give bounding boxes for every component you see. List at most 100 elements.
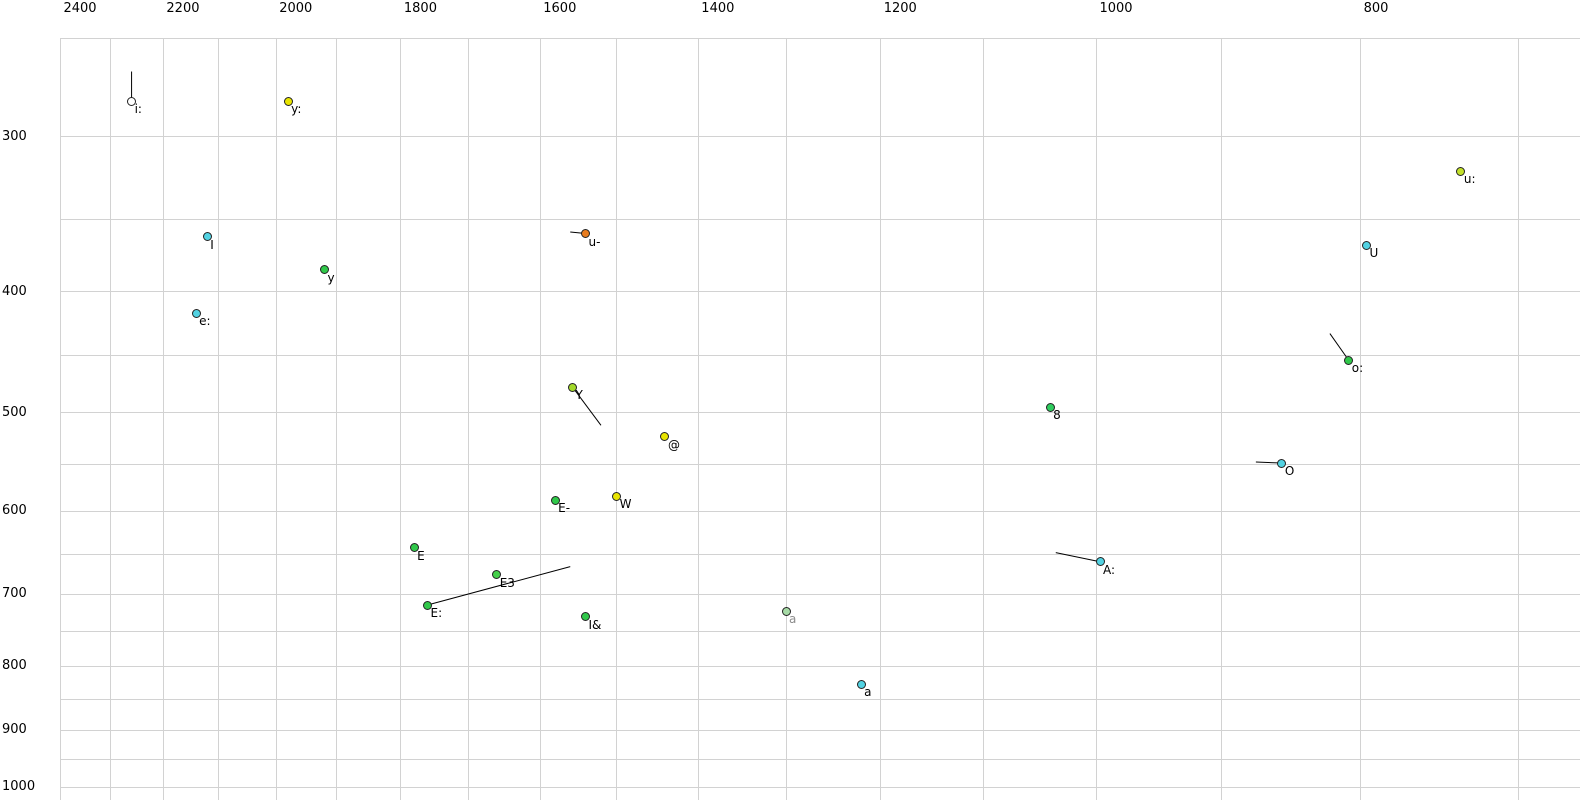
vertical-gridline — [275, 38, 277, 800]
vertical-gridline — [785, 38, 787, 800]
horizontal-gridline — [59, 219, 1580, 221]
vowel-point — [422, 600, 432, 610]
vertical-gridline — [468, 38, 470, 800]
horizontal-gridline — [59, 729, 1580, 731]
vertical-gridline — [616, 38, 618, 800]
horizontal-gridline — [59, 355, 1580, 357]
vowel-label: e: — [199, 314, 211, 329]
vowel-label: A: — [1103, 562, 1116, 577]
vertical-gridline — [336, 38, 338, 800]
horizontal-gridline — [59, 631, 1580, 633]
vertical-gridline — [110, 38, 112, 800]
vowel-label: u- — [588, 234, 601, 249]
vowel-label: E- — [558, 501, 571, 516]
y-tick-label: 800 — [2, 658, 27, 674]
vertical-gridline — [162, 38, 164, 800]
vertical-gridline — [400, 38, 402, 800]
x-tick-label: 800 — [1363, 1, 1389, 16]
vowel-label: 8 — [1053, 408, 1061, 423]
vertical-gridline — [539, 38, 541, 800]
horizontal-gridline — [59, 665, 1580, 667]
horizontal-gridline — [59, 291, 1580, 293]
vowel-label: i: — [134, 102, 142, 117]
horizontal-gridline — [59, 37, 1580, 39]
y-tick-label: 300 — [2, 128, 27, 144]
vertical-gridline — [983, 38, 985, 800]
vertical-gridline — [1518, 38, 1520, 800]
x-tick-label: 2400 — [63, 1, 97, 16]
vowel-label: y: — [291, 102, 302, 117]
vertical-gridline — [697, 38, 699, 800]
vowel-point — [660, 432, 670, 442]
vowel-point — [127, 96, 137, 106]
vowel-point — [856, 679, 866, 689]
horizontal-gridline — [59, 593, 1580, 595]
horizontal-gridline — [59, 698, 1580, 700]
vowel-point — [1095, 557, 1105, 567]
vowel-point — [1277, 458, 1287, 468]
x-tick-label: 2000 — [279, 1, 313, 16]
vowel-label: o: — [1351, 361, 1364, 376]
vowel-label: Y — [575, 388, 583, 403]
x-tick-label: 1800 — [403, 1, 437, 16]
horizontal-gridline — [59, 786, 1580, 788]
vertical-gridline — [1095, 38, 1097, 800]
vowel-label: O — [1284, 464, 1295, 479]
x-tick-label: 1000 — [1099, 1, 1133, 16]
vowel-point — [409, 543, 419, 553]
x-axis-labels: 2400 2200 2000 1800 1600 1400 1200 1000 800 — [0, 0, 1580, 37]
vowel-label: W — [619, 497, 632, 512]
x-tick-label: 2200 — [166, 1, 200, 16]
vertical-gridline — [880, 38, 882, 800]
vowel-label: a — [789, 612, 797, 627]
vowel-point — [581, 229, 590, 239]
vowel-point — [1456, 166, 1466, 176]
vowel-point — [568, 382, 578, 392]
vowel-label: U — [1369, 246, 1379, 261]
vowel-point — [202, 232, 212, 242]
vertical-gridline — [1360, 38, 1362, 800]
y-tick-label: 1000 — [2, 779, 36, 795]
vowel-label: E: — [430, 606, 443, 620]
vowel-label: E — [417, 548, 425, 563]
vertical-gridline — [59, 38, 61, 800]
vowel-point — [191, 308, 201, 318]
horizontal-gridline — [59, 463, 1580, 465]
horizontal-gridline — [59, 758, 1580, 760]
horizontal-gridline — [59, 136, 1580, 137]
y-tick-label: 500 — [2, 404, 27, 420]
vowel-point — [581, 612, 590, 622]
vowel-label: y — [327, 270, 335, 285]
vowel-point — [550, 495, 560, 505]
x-tick-label: 1400 — [701, 1, 735, 16]
vowel-point — [492, 570, 502, 580]
vowel-label: a — [864, 685, 872, 700]
vowel-label: @ — [667, 437, 680, 452]
x-tick-label: 1600 — [543, 1, 577, 16]
vowel-point — [283, 96, 293, 106]
vertical-gridline — [217, 38, 219, 800]
horizontal-gridline — [59, 510, 1580, 512]
vowel-label: I — [210, 237, 214, 252]
vowel-point — [320, 265, 330, 275]
y-tick-label: 900 — [2, 722, 27, 738]
vertical-gridline — [1220, 38, 1222, 800]
vowel-label: E3 — [499, 575, 515, 590]
vowel-point — [612, 491, 622, 501]
vowel-label: u: — [1463, 172, 1476, 187]
vowel-point — [1344, 355, 1354, 365]
y-tick-label: 700 — [2, 586, 27, 602]
vowel-label: I& — [588, 617, 602, 632]
y-tick-label: 600 — [2, 503, 27, 519]
y-tick-label: 400 — [2, 283, 27, 299]
horizontal-gridline — [59, 553, 1580, 555]
vowel-point — [781, 606, 791, 616]
vowel-point — [1361, 240, 1371, 250]
horizontal-gridline — [59, 412, 1580, 413]
y-axis-labels: 300 400 500 600 700 800 900 1000 — [0, 0, 56, 800]
x-tick-label: 1200 — [883, 1, 917, 16]
vowel-point — [1045, 402, 1055, 412]
